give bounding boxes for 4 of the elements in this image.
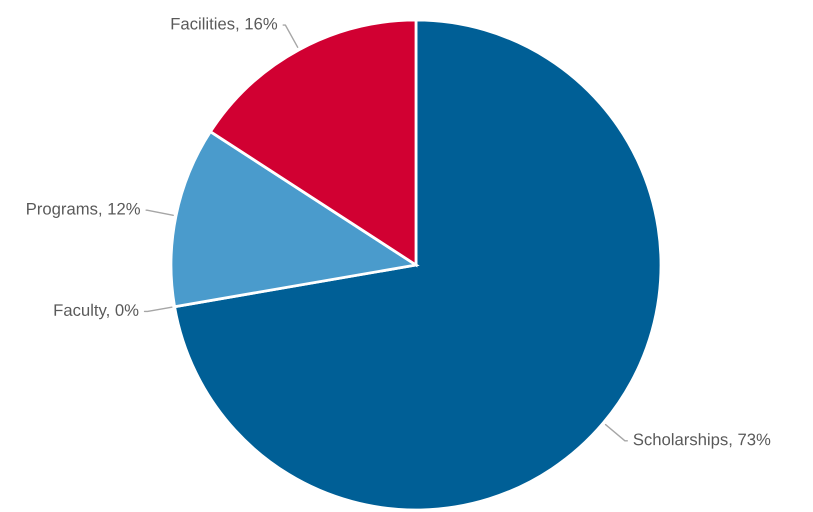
slice-label: Facilities, 16% — [172, 17, 278, 32]
slice-label: Programs, 12% — [27, 202, 140, 218]
slice-label: Scholarships, 73% — [634, 433, 770, 449]
legend-label: Faculty, 0% — [54, 304, 138, 320]
